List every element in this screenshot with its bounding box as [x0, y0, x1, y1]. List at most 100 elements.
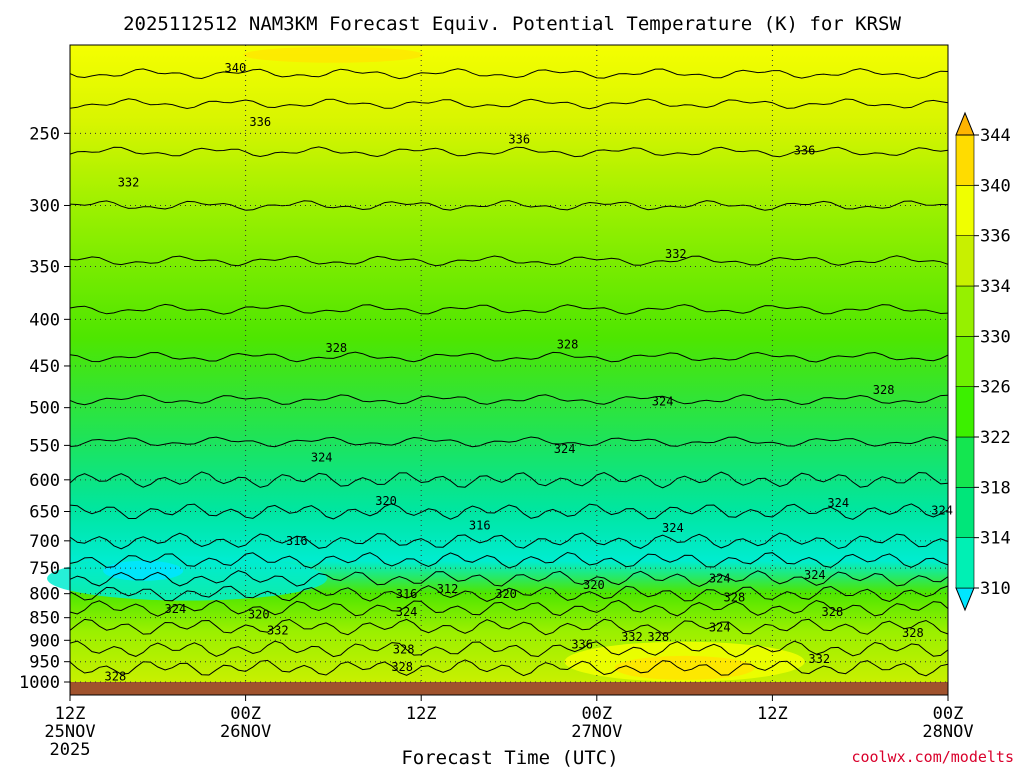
contour-line — [69, 68, 949, 80]
colorbar-extend-low — [955, 587, 975, 612]
y-tick-label: 1000 — [19, 673, 60, 693]
coldest-pocket — [103, 560, 184, 581]
contour-label: 328 — [647, 630, 669, 644]
colorbar-bin — [955, 285, 975, 337]
colorbar-label: 340 — [980, 176, 1011, 196]
contour-label: 328 — [393, 642, 415, 656]
plot-frame — [69, 44, 949, 696]
contour-line — [69, 303, 949, 315]
y-tick-label: 950 — [29, 653, 60, 673]
contour-labels: 340 336 336 336 332 332 328 328 328 324 324 324 324 3… — [105, 61, 953, 683]
x-axis-title: Forecast Time (UTC) — [401, 747, 618, 768]
x-tick-label: 12Z — [757, 704, 788, 724]
y-tick-label: 900 — [29, 631, 60, 651]
x-tick-label: 12Z — [406, 704, 437, 724]
contour-line — [69, 640, 949, 658]
contour-label: 324 — [709, 620, 731, 634]
colorbar-bin — [955, 436, 975, 488]
colorbar-bin — [955, 235, 975, 287]
y-tick-label: 450 — [29, 357, 60, 377]
contour-label: 332 — [267, 624, 289, 638]
contour-label: 320 — [248, 607, 270, 621]
x-tick-label: 25NOV — [44, 722, 95, 742]
contour-label: 316 — [396, 587, 418, 601]
contour-label: 328 — [724, 591, 746, 605]
x-tick-label: 27NOV — [571, 722, 622, 742]
colorbar-bin — [955, 185, 975, 236]
contour-label: 332 — [808, 652, 830, 666]
contour-label: 320 — [375, 494, 397, 508]
x-tick-label: 12Z — [55, 704, 86, 724]
colorbar-extend-high — [955, 111, 975, 136]
x-tick-label: 00Z — [230, 704, 261, 724]
contour-label: 328 — [902, 626, 924, 640]
contour-label: 324 — [396, 605, 418, 619]
contour-label: 340 — [225, 61, 247, 75]
contour-label: 328 — [105, 669, 127, 683]
y-tick-label: 700 — [29, 532, 60, 552]
contour-label: 324 — [827, 496, 849, 510]
contour-line — [69, 599, 949, 617]
x-tick-label: 26NOV — [220, 722, 271, 742]
colorbar-label: 334 — [980, 277, 1011, 297]
y-tick-label: 350 — [29, 257, 60, 277]
axes: 2503003504004505005506006507007508008509… — [19, 44, 974, 760]
contour-line — [69, 502, 949, 520]
y-tick-label: 600 — [29, 471, 60, 491]
contour-line — [69, 394, 949, 406]
contour-label: 320 — [583, 578, 605, 592]
contour-label: 332 — [118, 175, 140, 189]
y-tick-label: 750 — [29, 559, 60, 579]
contour-line — [69, 471, 949, 489]
colorbar-bin — [955, 134, 975, 186]
y-tick-label: 250 — [29, 124, 60, 144]
y-tick-label: 550 — [29, 436, 60, 456]
contour-label: 336 — [508, 133, 530, 147]
y-tick-label: 500 — [29, 399, 60, 419]
y-tick-label: 400 — [29, 310, 60, 330]
colorbar-bin — [955, 386, 975, 438]
contour-label: 328 — [873, 383, 895, 397]
colorbar-label: 344 — [980, 126, 1011, 146]
contour-label: 332 — [665, 247, 687, 261]
contour-line — [69, 200, 949, 211]
contour-label: 328 — [325, 341, 347, 355]
contour-label: 336 — [794, 143, 816, 157]
contour-label: 324 — [931, 503, 953, 517]
contour-label: 324 — [652, 394, 674, 408]
warmest-blob — [614, 655, 755, 680]
contour-label: 324 — [554, 442, 576, 456]
x-tick-label: 28NOV — [922, 722, 973, 742]
colorbar-label: 310 — [980, 579, 1011, 599]
colorbar-label: 330 — [980, 327, 1011, 347]
contour-line — [69, 618, 949, 636]
contour-label: 324 — [662, 521, 684, 535]
contour-label: 336 — [571, 638, 593, 652]
contour-label: 312 — [437, 582, 459, 596]
colorbar-bin — [955, 537, 975, 589]
colorbar-label: 322 — [980, 428, 1011, 448]
contour-label: 324 — [804, 568, 826, 582]
y-tick-label: 650 — [29, 503, 60, 523]
colorbar-bin — [955, 487, 975, 538]
contour-line — [69, 551, 949, 569]
contour-line — [69, 146, 949, 158]
contour-label: 324 — [165, 602, 187, 616]
contour-label: 320 — [495, 587, 517, 601]
colorbar-label: 314 — [980, 529, 1011, 549]
contour-line — [69, 351, 949, 363]
contour-line — [69, 98, 949, 110]
x-tick-label: 00Z — [581, 704, 612, 724]
contour-line — [69, 585, 949, 603]
contour-label: 328 — [557, 337, 579, 351]
contour-label: 324 — [311, 450, 333, 464]
colorbar-label: 326 — [980, 378, 1011, 398]
ground-strip — [70, 682, 948, 695]
colorbar-label: 318 — [980, 478, 1011, 498]
contour-label: 332 — [621, 630, 643, 644]
contour-label: 336 — [249, 115, 271, 129]
colorbar-bin — [955, 336, 975, 387]
y-tick-label: 800 — [29, 585, 60, 605]
